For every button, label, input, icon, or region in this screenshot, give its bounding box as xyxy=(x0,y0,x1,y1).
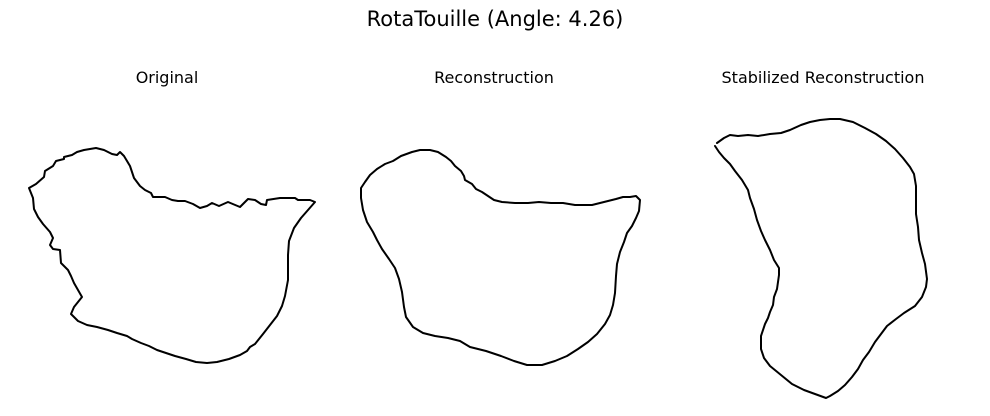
figure-title: RotaTouille (Angle: 4.26) xyxy=(366,7,624,31)
stabilized-reconstruction-contour xyxy=(714,118,928,399)
panel-title-original: Original xyxy=(135,68,199,87)
panel-title-reconstruction: Reconstruction xyxy=(434,68,554,87)
reconstruction-contour xyxy=(360,149,641,366)
original-contour xyxy=(28,147,316,364)
panel-title-stabilized-reconstruction: Stabilized Reconstruction xyxy=(721,68,925,87)
